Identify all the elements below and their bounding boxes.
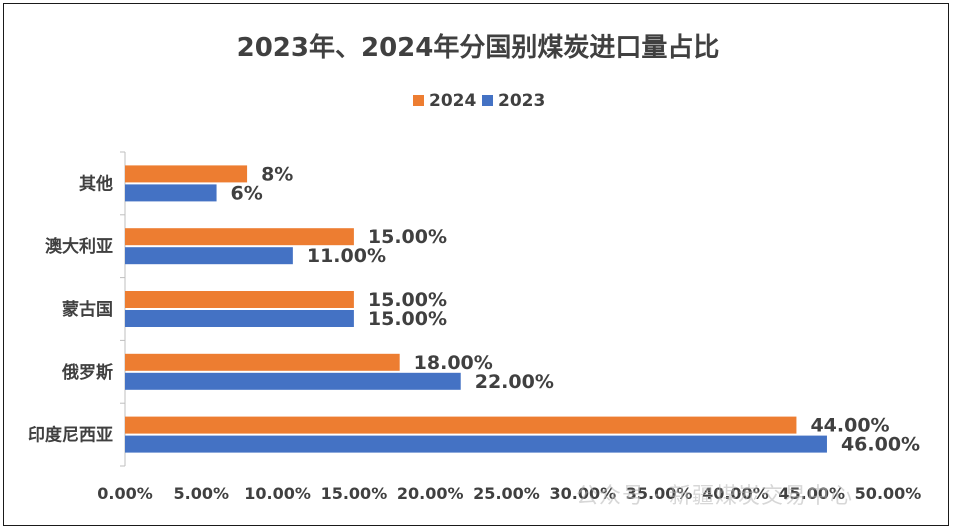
data-label-2023: 46.00%	[841, 434, 920, 456]
category-label: 蒙古国	[62, 299, 113, 320]
legend-label-2023: 2023	[498, 91, 545, 111]
bar-2024	[125, 416, 797, 434]
x-tick-label: 35.00%	[626, 484, 693, 503]
legend-swatch-2024	[413, 95, 424, 106]
data-label-2023: 15.00%	[368, 308, 447, 330]
bar-2023	[125, 310, 354, 327]
data-label-2024: 44.00%	[810, 415, 889, 437]
bar-2024	[125, 165, 248, 183]
category-label: 印度尼西亚	[28, 425, 113, 446]
x-tick-label: 10.00%	[244, 484, 311, 503]
bar-2024	[125, 228, 354, 246]
data-label-2024: 15.00%	[368, 289, 447, 311]
x-tick-label: 25.00%	[473, 484, 540, 503]
x-tick-label: 5.00%	[174, 484, 230, 503]
category-label: 俄罗斯	[61, 362, 113, 383]
data-label-2024: 15.00%	[368, 226, 447, 248]
bar-2024	[125, 353, 400, 371]
legend-swatch-2023	[482, 95, 493, 106]
category-label: 澳大利亚	[45, 236, 113, 257]
data-label-2024: 18.00%	[414, 352, 493, 374]
bar-2023	[125, 372, 461, 390]
chart-title: 2023年、2024年分国别煤炭进口量占比	[237, 32, 720, 63]
bar-2023	[125, 184, 217, 202]
legend-label-2024: 2024	[429, 91, 476, 111]
data-label-2023: 6%	[231, 182, 263, 204]
x-tick-label: 15.00%	[321, 484, 388, 503]
x-tick-label: 45.00%	[778, 484, 845, 503]
x-tick-label: 0.00%	[97, 484, 153, 503]
data-label-2024: 8%	[261, 163, 293, 185]
x-tick-label: 40.00%	[702, 484, 769, 503]
x-tick-label: 50.00%	[855, 484, 922, 503]
category-label: 其他	[79, 173, 113, 194]
x-tick-label: 30.00%	[549, 484, 616, 503]
data-label-2023: 22.00%	[475, 371, 554, 393]
watermark: 公众号 · 新疆煤炭交易中心	[576, 484, 853, 509]
data-label-2023: 11.00%	[307, 245, 386, 267]
bar-2024	[125, 291, 354, 308]
bar-2023	[125, 435, 827, 453]
x-tick-label: 20.00%	[397, 484, 464, 503]
bar-2023	[125, 247, 293, 265]
